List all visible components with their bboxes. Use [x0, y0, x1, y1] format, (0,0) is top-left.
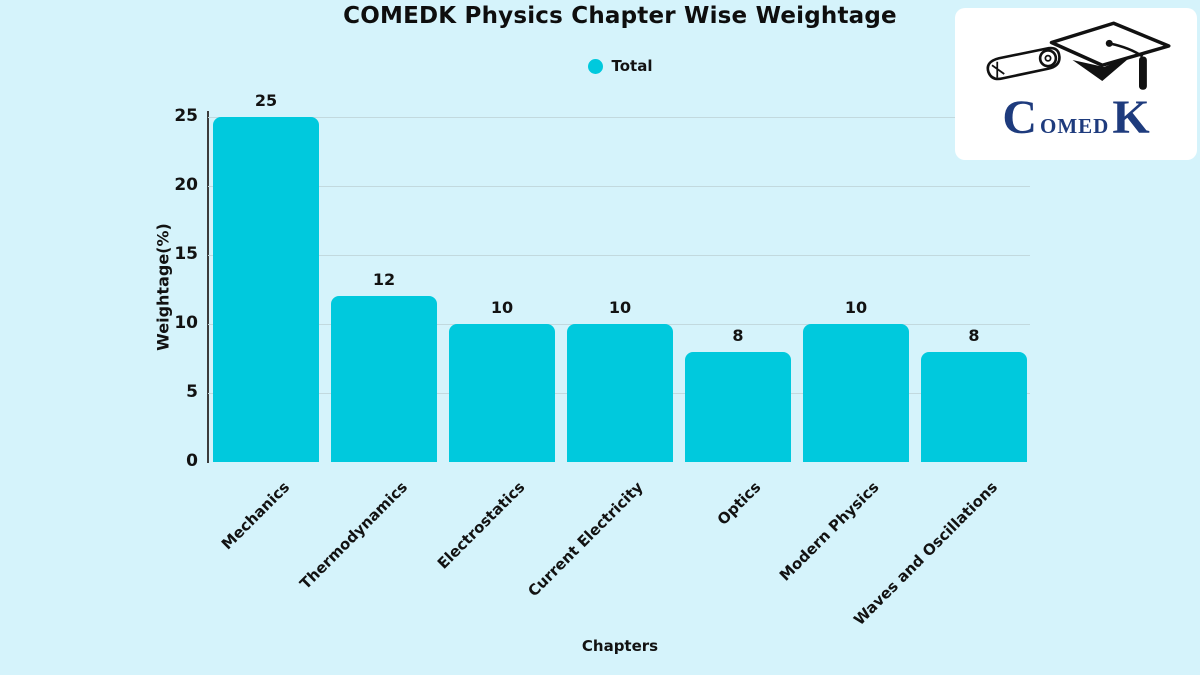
logo-mid-text: OMED [1040, 114, 1110, 138]
bar-value-label: 10 [608, 298, 632, 317]
y-axis-line [207, 111, 209, 463]
x-category-label: Optics [714, 478, 765, 529]
bar [567, 324, 673, 462]
gridline [208, 116, 1030, 118]
bar [331, 296, 437, 462]
bar-value-label: 12 [372, 270, 396, 290]
bar-value-label: 8 [968, 325, 980, 345]
bar-value-label: 8 [732, 325, 744, 345]
bar-value-label: 10 [490, 298, 514, 317]
bar [685, 351, 791, 462]
legend-label: Total [611, 57, 653, 75]
y-tick-label: 25 [174, 106, 198, 126]
y-tick-label: 5 [186, 382, 198, 402]
x-category-label: Thermodynamics [295, 478, 411, 593]
y-tick-label: 20 [174, 175, 198, 195]
bar-value-label: 10 [844, 298, 868, 317]
x-category-label: Electrostatics [434, 478, 529, 573]
y-tick-label: 15 [174, 244, 198, 264]
x-category-label: Current Electricity [524, 478, 647, 601]
bar [213, 117, 319, 462]
logo-letter-c: C [1002, 91, 1037, 144]
gridline [208, 185, 1030, 187]
comedk-logo: C OMED K [955, 8, 1197, 160]
logo-text: C OMED K [1002, 94, 1149, 142]
bar [803, 324, 909, 462]
legend: Total [210, 57, 1030, 75]
chart-title: COMEDK Physics Chapter Wise Weightage [343, 3, 897, 29]
bar [921, 351, 1027, 462]
bar-value-label: 25 [254, 91, 278, 110]
graduation-cap-icon [986, 21, 1171, 90]
gridline [208, 254, 1030, 256]
y-tick-label: 10 [174, 313, 198, 333]
y-tick-label: 0 [186, 451, 198, 471]
logo-letter-k: K [1112, 91, 1150, 144]
x-category-label: Modern Physics [776, 478, 883, 585]
bar [449, 324, 555, 462]
legend-marker-icon [587, 58, 603, 74]
x-axis-title: Chapters [581, 637, 659, 655]
x-category-label: Mechanics [217, 478, 293, 554]
